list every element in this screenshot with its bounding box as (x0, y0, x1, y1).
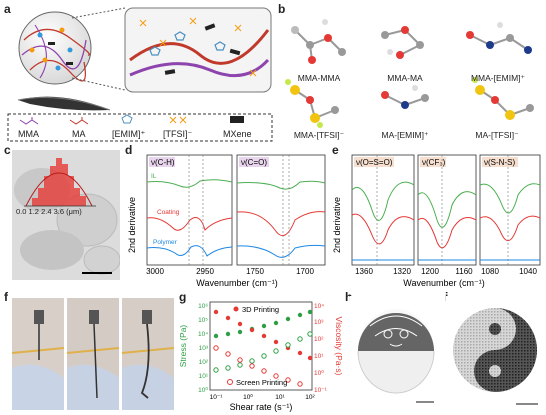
e-band2: ν(CF₃) (422, 158, 446, 167)
panel-a-schematic (7, 7, 273, 142)
mol-label-mma-ma: MMA-MA (387, 73, 423, 83)
panel-c-micrograph (12, 150, 120, 280)
g-ytick-l2: 10² (199, 359, 209, 366)
g-ytick-r2: 10¹ (314, 353, 324, 360)
g-ytick-l5: 10⁵ (198, 317, 208, 324)
g-ylabel-left: Stress (Pa) (180, 325, 188, 368)
size-histogram (24, 158, 96, 207)
panel-label-c: c (4, 143, 11, 157)
molecule-mma-mma (291, 19, 346, 64)
d-tick-1750: 1750 (246, 267, 264, 276)
e-ylabel: 2nd derivative (332, 197, 342, 253)
d-tick-1700: 1700 (296, 267, 314, 276)
mol-label-ma-tfsi: MA-[TFSI]⁻ (475, 130, 519, 140)
panel-label-e: e (332, 143, 339, 157)
legend-box (7, 113, 273, 142)
panel-label-d: d (125, 143, 133, 157)
d-series-polymer: Polymer (153, 239, 178, 246)
g-ytick-r0: 10⁻¹ (314, 387, 328, 394)
e-tick-1160: 1160 (455, 267, 473, 276)
panel-d-spectra: 2nd derivative ν(C-H) IL Coating Polymer… (127, 154, 326, 288)
d-xlabel: Wavenumber (cm⁻¹) (196, 278, 277, 288)
mol-label-mma-mma: MMA-MMA (297, 73, 341, 83)
d-band2: ν(C=O) (241, 158, 267, 167)
c-unit: (μm) (66, 207, 82, 216)
e-band3: ν(S-N-S) (484, 158, 515, 167)
panel-label-a: a (4, 2, 11, 16)
legend-mma: MMA (18, 129, 39, 139)
mol-label-mma-tfsi: MMA-[TFSI]⁻ (293, 130, 345, 140)
e-tick-1200: 1200 (421, 267, 439, 276)
g-xtick-3: 10² (305, 394, 315, 401)
g-ytick-r1: 10⁰ (314, 369, 324, 377)
g-xtick-2: 10¹ (275, 394, 285, 401)
e-tick-1360: 1360 (355, 267, 373, 276)
e-tick-1040: 1040 (519, 267, 537, 276)
panel-label-h: h (345, 290, 353, 304)
c-tick-3: 3.6 (53, 207, 65, 216)
legend-mxene: MXene (223, 129, 252, 139)
g-xlabel: Shear rate (s⁻¹) (230, 402, 293, 412)
panel-i-yinyang (446, 296, 544, 412)
g-ytick-r5: 10⁴ (314, 303, 324, 310)
legend-tfsi: [TFSI]⁻ (163, 129, 193, 139)
panel-e-spectra: 2nd derivative ν(O=S=O) 1360 1320 ν(CF₃)… (332, 154, 541, 288)
panel-label-b: b (278, 2, 286, 16)
composite-sphere (18, 11, 92, 85)
g-ytick-r3: 10² (314, 336, 324, 343)
zoom-box (124, 7, 272, 93)
c-tick-1: 1.2 (28, 207, 39, 216)
panel-g-rheology: Stress (Pa) Viscosity (Pa·s) Shear rate … (180, 301, 342, 412)
d-series-coating: Coating (157, 209, 180, 216)
g-ylabel-right: Viscosity (Pa·s) (334, 317, 342, 376)
mol-label-mma-emim: MMA-[EMIM]⁺ (470, 73, 526, 83)
legend-ma: MA (72, 129, 86, 139)
d-tick-3000: 3000 (146, 267, 164, 276)
c-tick-2: 2.4 (41, 207, 52, 216)
panel-h-print (350, 296, 442, 412)
g-legend-3d: 3D Printing (242, 305, 279, 314)
panel-label-f: f (4, 290, 8, 304)
panel-label-g: g (179, 290, 187, 304)
g-ytick-l4: 10⁴ (198, 331, 208, 338)
g-ytick-r4: 10³ (314, 319, 324, 326)
g-ytick-l0: 10⁰ (198, 386, 208, 394)
d-band1: ν(C-H) (151, 158, 175, 167)
c-tick-0: 0.0 (16, 207, 27, 216)
molecule-ma-emim (381, 85, 429, 109)
g-ytick-l6: 10⁶ (198, 303, 208, 310)
e-tick-1320: 1320 (393, 267, 411, 276)
panel-f-photos (12, 298, 174, 410)
molecule-mma-emim (466, 22, 532, 54)
legend-emim: [EMIM]⁺ (112, 129, 146, 139)
g-xtick-0: 10⁻¹ (210, 394, 224, 401)
molecule-mma-ma (381, 26, 424, 59)
g-xtick-1: 10⁰ (243, 393, 253, 401)
molecule-ma-tfsi (472, 77, 534, 120)
e-tick-1080: 1080 (481, 267, 499, 276)
e-xlabel: Wavenumber (cm⁻¹) (403, 278, 484, 288)
g-ytick-l1: 10¹ (199, 373, 209, 380)
g-ytick-l3: 10³ (199, 345, 209, 352)
e-band1: ν(O=S=O) (356, 158, 393, 167)
d-series-il: IL (151, 173, 157, 180)
d-ylabel: 2nd derivative (127, 197, 137, 253)
film (18, 96, 110, 111)
mol-label-ma-emim: MA-[EMIM]⁺ (381, 130, 429, 140)
panel-b-molecules (285, 19, 534, 128)
g-legend-screen: Screen Printing (236, 378, 287, 387)
d-tick-2950: 2950 (196, 267, 214, 276)
molecule-mma-tfsi (285, 79, 339, 128)
